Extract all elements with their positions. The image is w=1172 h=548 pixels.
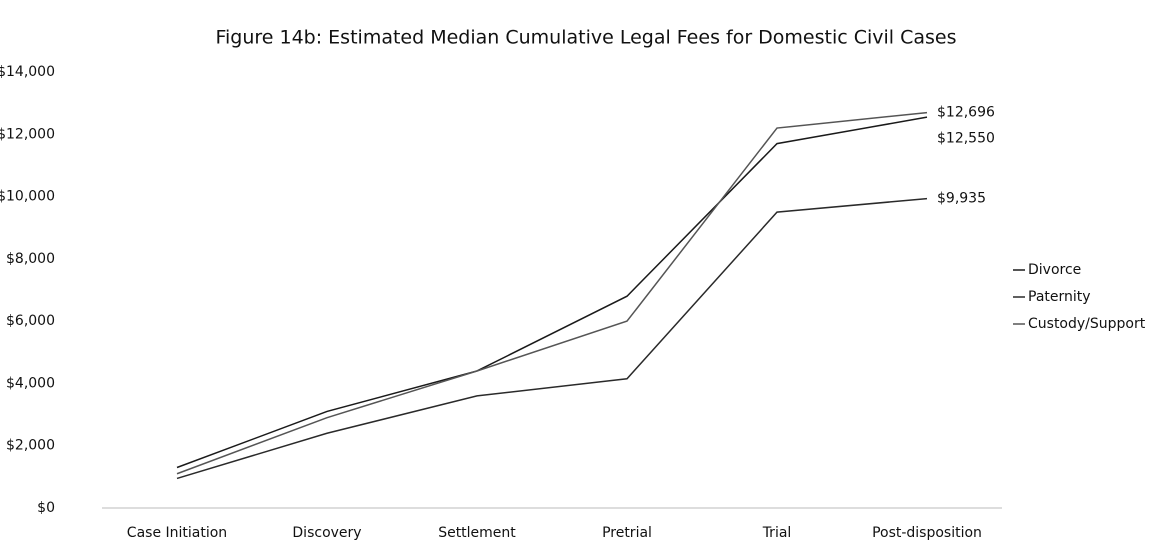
y-tick-label: $6,000 [6, 313, 55, 329]
y-tick-label: $4,000 [6, 375, 55, 391]
data-label: $12,696 [937, 105, 995, 121]
y-tick-label: $10,000 [0, 189, 55, 205]
legend-label: Custody/Support [1028, 316, 1146, 332]
y-tick-label: $2,000 [6, 438, 55, 454]
chart-title: Figure 14b: Estimated Median Cumulative … [215, 27, 956, 49]
x-tick-label: Discovery [292, 525, 361, 541]
y-tick-label: $14,000 [0, 64, 55, 80]
y-tick-label: $8,000 [6, 251, 55, 267]
series-line [176, 197, 928, 480]
x-tick-label: Trial [762, 525, 792, 541]
legend-label: Paternity [1028, 289, 1091, 305]
x-tick-label: Case Initiation [127, 525, 227, 541]
y-tick-label: $0 [37, 500, 55, 516]
x-tick-label: Pretrial [602, 525, 652, 541]
data-label: $12,550 [937, 131, 995, 147]
legend-label: Divorce [1028, 262, 1081, 278]
x-tick-label: Post-disposition [872, 525, 982, 541]
series-line [176, 111, 928, 475]
y-tick-label: $12,000 [0, 126, 55, 142]
data-label: $9,935 [937, 191, 986, 207]
x-tick-label: Settlement [438, 525, 516, 541]
series-line [176, 116, 928, 469]
